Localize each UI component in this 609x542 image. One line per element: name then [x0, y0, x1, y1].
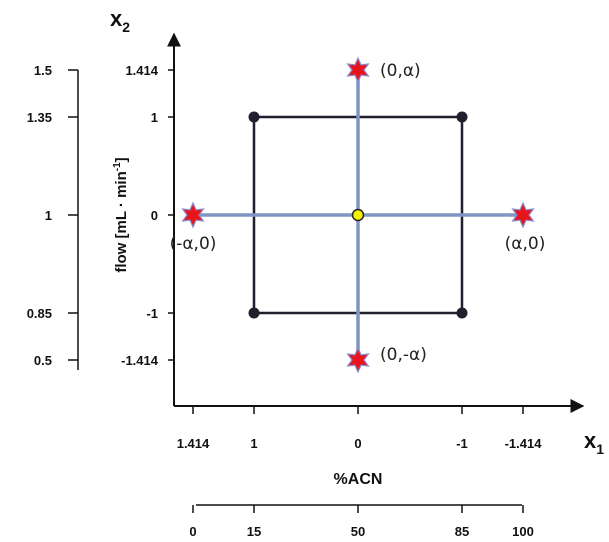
x1-axis-title: x1: [584, 428, 604, 457]
axial-star-point: [346, 56, 370, 84]
x1-tick-label: 0: [354, 436, 361, 451]
axial-point-label: (0,-α): [380, 345, 427, 365]
acn-tick-label: 50: [351, 524, 365, 539]
axial-point-label: (0,α): [380, 61, 421, 81]
factorial-point: [248, 111, 260, 123]
center-point: [351, 208, 365, 222]
x1-tick-label: 1.414: [177, 436, 210, 451]
x2-tick-label: -1.414: [121, 353, 159, 368]
acn-tick-label: 15: [247, 524, 261, 539]
acn-axis-title: %ACN: [334, 471, 383, 488]
axial-point-label: (-α,0): [170, 234, 217, 254]
axial-star-point: [511, 201, 535, 229]
x2-tick-label: 0: [151, 208, 158, 223]
x2-tick-label: 1: [151, 110, 158, 125]
flow-tick-label: 1.5: [34, 63, 52, 78]
factorial-point: [456, 111, 468, 123]
x2-tick-label: -1: [146, 306, 158, 321]
x2-axis-title: x2: [110, 6, 130, 35]
factorial-point: [456, 307, 468, 319]
flow-tick-label: 0.5: [34, 353, 52, 368]
x1-tick-label: -1: [456, 436, 468, 451]
factorial-point: [248, 307, 260, 319]
flow-axis-title: flow [mL · min-1]: [112, 157, 130, 272]
x1-tick-label: -1.414: [505, 436, 543, 451]
axial-star-point: [346, 346, 370, 374]
acn-tick-label: 0: [189, 524, 196, 539]
flow-tick-label: 1: [45, 208, 52, 223]
flow-tick-label: 0.85: [27, 306, 52, 321]
x2-tick-label: 1.414: [125, 63, 158, 78]
axial-point-label: (α,0): [505, 234, 546, 254]
x1-tick-label: 1: [250, 436, 257, 451]
axial-star-point: [181, 201, 205, 229]
flow-tick-label: 1.35: [27, 110, 52, 125]
acn-tick-label: 85: [455, 524, 469, 539]
acn-tick-label: 100: [512, 524, 534, 539]
